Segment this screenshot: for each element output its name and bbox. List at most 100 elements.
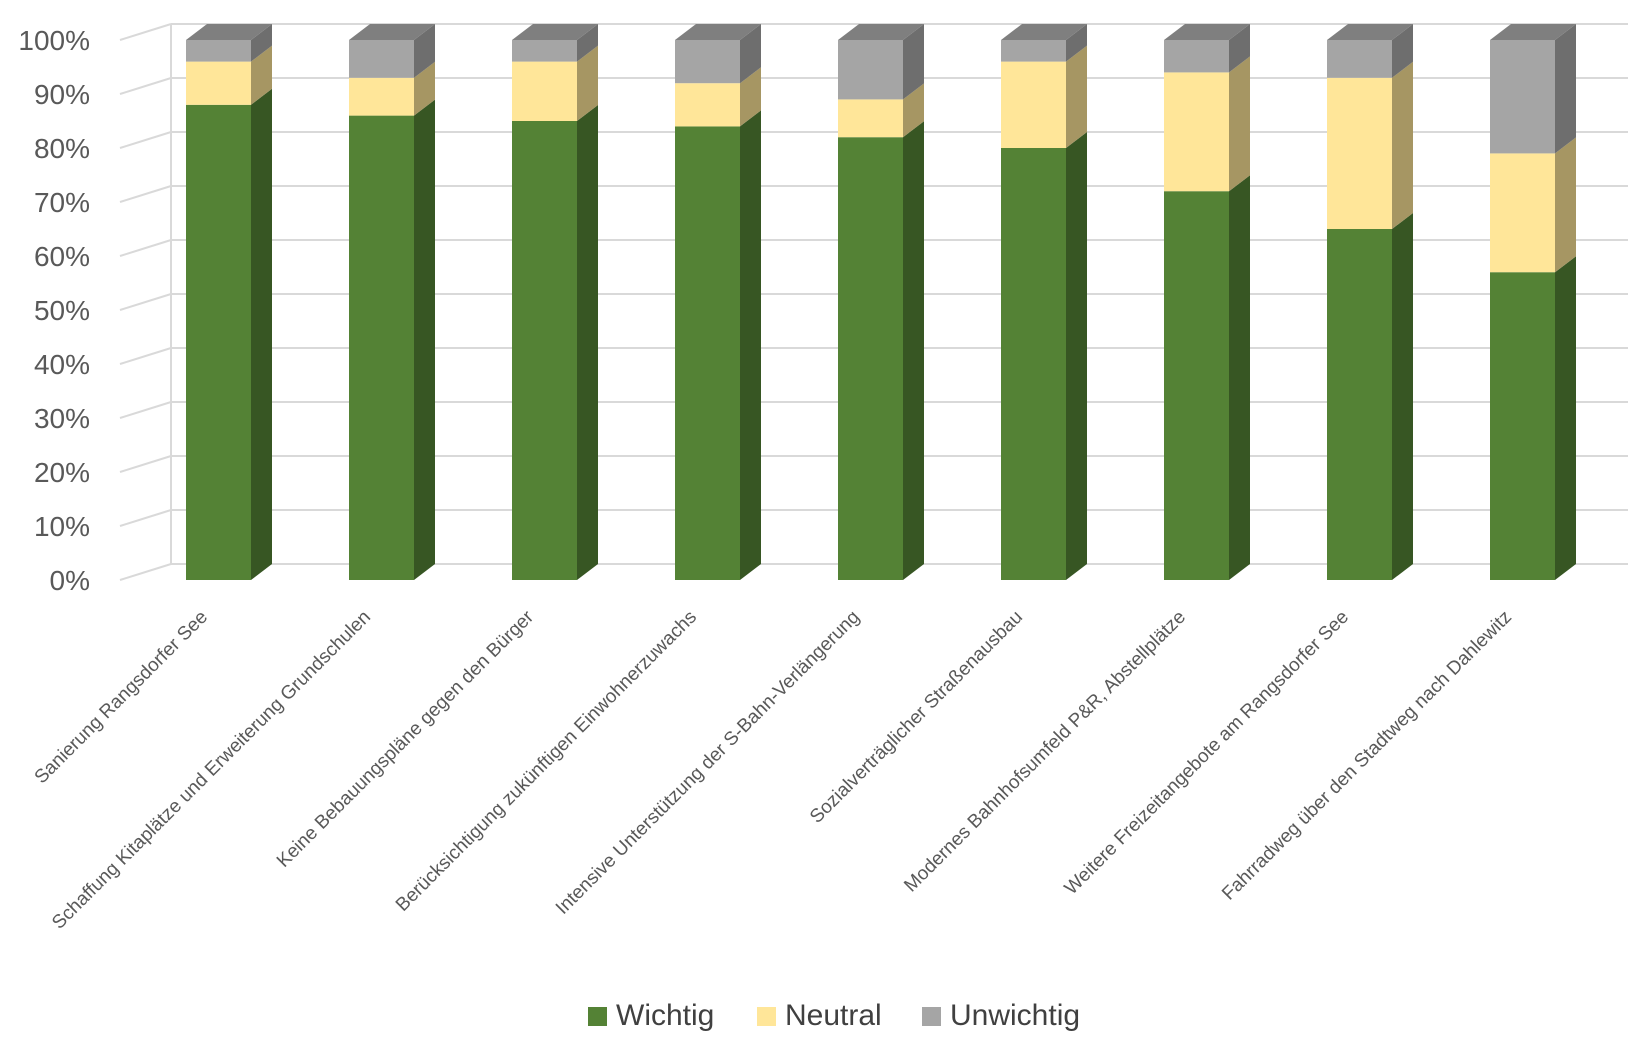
y-tick-label: 0% <box>50 565 90 596</box>
bar-side-neutral <box>1066 45 1087 148</box>
legend-label-wichtig: Wichtig <box>616 999 714 1032</box>
legend-label-neutral: Neutral <box>785 999 882 1032</box>
bar-side-unwichtig <box>1555 24 1576 154</box>
y-tick-label: 80% <box>34 133 90 164</box>
bar-side-unwichtig <box>1392 24 1413 78</box>
bar-side-neutral <box>1392 61 1413 229</box>
bar-side-neutral <box>1555 137 1576 273</box>
gridline-diagonal <box>119 23 172 41</box>
legend-swatch-unwichtig <box>922 1007 941 1026</box>
bar-side-neutral <box>740 67 761 127</box>
bar-top-unwichtig <box>838 24 924 40</box>
legend: Wichtig Neutral Unwichtig <box>588 999 1080 1032</box>
y-tick-label: 70% <box>34 187 90 218</box>
bar-segment-unwichtig <box>838 40 903 100</box>
y-axis-ticks: 0% 10% 20% 30% 40% 50% 60% 70% 80% 90% 100% <box>18 25 90 596</box>
bar-segment-neutral <box>186 61 251 105</box>
x-category-label: Keine Bebauungspläne gegen den Bürger <box>273 606 539 872</box>
gridline-diagonal <box>119 563 172 581</box>
x-category-label: Modernes Bahnhofsumfeld P&R, Abstellplät… <box>900 607 1190 897</box>
bar-segment-wichtig <box>1327 229 1392 580</box>
y-tick-label: 40% <box>34 349 90 380</box>
bar-side-neutral <box>1229 56 1250 192</box>
bar-segment-neutral <box>1327 77 1392 229</box>
gridline-diagonal <box>119 455 172 473</box>
bar-segment-wichtig <box>349 115 414 580</box>
legend-swatch-wichtig <box>588 1007 607 1026</box>
bar-segment-unwichtig <box>675 40 740 84</box>
bar-segment-unwichtig <box>512 40 577 62</box>
bar-segment-neutral <box>675 83 740 127</box>
x-category-label: Fahrradweg über den Stadtweg nach Dahlew… <box>1218 607 1516 905</box>
bar-segment-unwichtig <box>186 40 251 62</box>
bar-side-neutral <box>414 61 435 116</box>
bar-segment-unwichtig <box>1001 40 1066 62</box>
x-category-label: Berücksichtigung zukünftigen Einwohnerzu… <box>392 607 701 916</box>
bar-side-wichtig <box>903 121 924 580</box>
bar-top-unwichtig <box>1490 24 1576 40</box>
bar-side-unwichtig <box>577 24 598 62</box>
bar-side-wichtig <box>414 99 435 580</box>
y-tick-label: 50% <box>34 295 90 326</box>
y-tick-label: 30% <box>34 403 90 434</box>
gridline-diagonal <box>119 293 172 311</box>
bar-segment-wichtig <box>675 126 740 581</box>
bar-top-unwichtig <box>1164 24 1250 40</box>
bar-side-wichtig <box>1555 256 1576 580</box>
x-category-label: Weitere Freizeitangebote am Rangsdorfer … <box>1061 607 1353 899</box>
bar-segment-neutral <box>838 99 903 138</box>
gridline-diagonal <box>119 185 172 203</box>
gridline-diagonal <box>119 347 172 365</box>
gridline-diagonal <box>119 131 172 149</box>
y-tick-label: 10% <box>34 511 90 542</box>
legend-label-unwichtig: Unwichtig <box>950 999 1080 1032</box>
gridline-diagonal <box>119 401 172 419</box>
bar-side-neutral <box>251 45 272 105</box>
bar-segment-wichtig <box>512 121 577 580</box>
bar-side-neutral <box>903 83 924 138</box>
bar-side-wichtig <box>740 110 761 581</box>
bar-top-unwichtig <box>512 24 598 40</box>
y-tick-label: 60% <box>34 241 90 272</box>
bar-side-wichtig <box>251 88 272 581</box>
y-tick-label: 20% <box>34 457 90 488</box>
bar-segment-wichtig <box>838 137 903 580</box>
bar-segment-wichtig <box>1001 148 1066 580</box>
bar-segment-wichtig <box>1164 191 1229 580</box>
bar-side-unwichtig <box>1229 24 1250 73</box>
gridline-diagonal <box>119 77 172 95</box>
bar-side-wichtig <box>1229 175 1250 580</box>
bar-side-wichtig <box>577 105 598 580</box>
bar-segment-unwichtig <box>1490 40 1555 154</box>
bar-segment-neutral <box>349 77 414 116</box>
bar-top-unwichtig <box>186 24 272 40</box>
bars <box>186 24 1576 581</box>
bar-side-unwichtig <box>251 24 272 62</box>
x-category-label: Schaffung Kitaplätze und Erweiterung Gru… <box>48 607 375 934</box>
bar-segment-unwichtig <box>349 40 414 78</box>
gridline-diagonal <box>119 239 172 257</box>
bar-segment-wichtig <box>1490 272 1555 580</box>
x-category-label: Sanierung Rangsdorfer See <box>31 607 212 788</box>
y-tick-label: 100% <box>18 25 90 56</box>
bar-segment-neutral <box>1164 72 1229 192</box>
bar-side-wichtig <box>1392 213 1413 580</box>
bar-top-unwichtig <box>349 24 435 40</box>
bar-segment-neutral <box>512 61 577 121</box>
bar-segment-wichtig <box>186 104 251 581</box>
y-tick-label: 90% <box>34 79 90 110</box>
bar-side-wichtig <box>1066 132 1087 580</box>
bar-segment-unwichtig <box>1327 40 1392 78</box>
bar-side-unwichtig <box>414 24 435 78</box>
bar-side-unwichtig <box>903 24 924 100</box>
bar-segment-neutral <box>1490 153 1555 273</box>
x-category-label: Intensive Unterstützung der S-Bahn-Verlä… <box>552 607 864 919</box>
bar-side-unwichtig <box>1066 24 1087 62</box>
gridline-diagonal <box>119 509 172 527</box>
bar-top-unwichtig <box>1327 24 1413 40</box>
bar-segment-neutral <box>1001 61 1066 148</box>
legend-swatch-neutral <box>757 1007 776 1026</box>
